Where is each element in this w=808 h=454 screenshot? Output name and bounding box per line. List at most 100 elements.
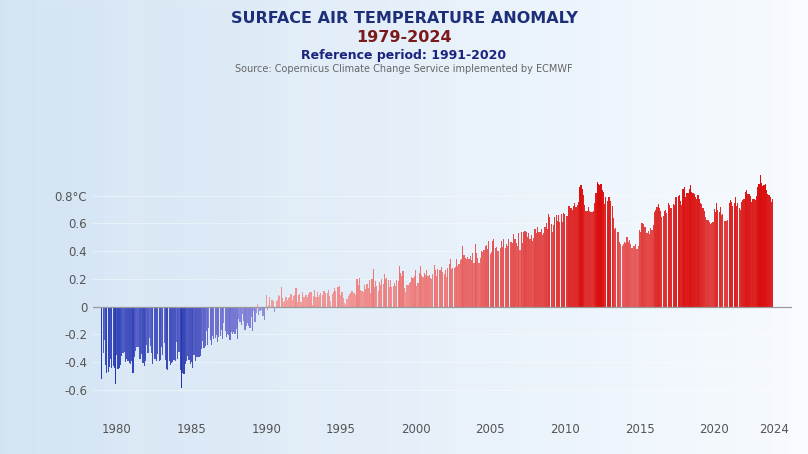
Bar [287, 300, 288, 307]
Bar [637, 249, 638, 307]
Bar [257, 304, 258, 307]
Bar [298, 296, 299, 307]
Bar [103, 307, 105, 340]
Bar [607, 201, 608, 307]
Bar [161, 307, 162, 347]
Bar [464, 255, 465, 307]
Bar [759, 184, 760, 307]
Bar [414, 276, 415, 307]
Bar [753, 199, 755, 307]
Bar [486, 245, 487, 307]
Bar [564, 214, 566, 307]
Bar [441, 267, 442, 307]
Bar [314, 290, 315, 307]
Bar [313, 296, 314, 307]
Bar [395, 286, 396, 307]
Bar [665, 210, 667, 307]
Bar [188, 307, 190, 360]
Bar [268, 305, 269, 307]
Bar [502, 247, 503, 307]
Bar [700, 203, 701, 307]
Bar [549, 217, 550, 307]
Bar [130, 307, 131, 364]
Bar [458, 264, 460, 307]
Bar [419, 273, 420, 307]
Bar [389, 287, 390, 307]
Bar [213, 307, 214, 339]
Bar [556, 215, 557, 307]
Bar [577, 205, 578, 307]
Bar [215, 307, 216, 338]
Bar [540, 232, 541, 307]
Bar [667, 203, 669, 307]
Bar [124, 307, 125, 352]
Bar [623, 244, 624, 307]
Bar [416, 286, 417, 307]
Bar [605, 197, 607, 307]
Bar [591, 212, 593, 307]
Bar [384, 274, 385, 307]
Bar [752, 199, 753, 307]
Bar [612, 217, 614, 307]
Bar [678, 196, 679, 307]
Bar [757, 187, 759, 307]
Bar [659, 208, 660, 307]
Bar [656, 207, 658, 307]
Bar [320, 293, 322, 307]
Bar [266, 295, 267, 307]
Bar [125, 307, 126, 362]
Bar [575, 207, 577, 307]
Bar [396, 280, 398, 307]
Bar [312, 305, 313, 307]
Bar [572, 210, 573, 307]
Bar [751, 202, 752, 307]
Bar [558, 215, 559, 307]
Bar [729, 202, 730, 307]
Bar [718, 212, 720, 307]
Bar [192, 307, 193, 368]
Bar [538, 232, 539, 307]
Bar [206, 307, 207, 331]
Bar [174, 307, 175, 360]
Bar [513, 234, 515, 307]
Bar [456, 259, 457, 307]
Bar [542, 235, 543, 307]
Bar [107, 307, 108, 372]
Bar [635, 244, 637, 307]
Bar [221, 307, 222, 330]
Bar [619, 242, 621, 307]
Bar [377, 291, 379, 307]
Bar [457, 266, 458, 307]
Bar [343, 298, 344, 307]
Bar [242, 307, 243, 314]
Bar [324, 291, 326, 307]
Bar [648, 231, 649, 307]
Bar [366, 284, 368, 307]
Bar [379, 281, 380, 307]
Bar [169, 307, 170, 361]
Bar [769, 197, 771, 307]
Bar [369, 280, 370, 307]
Bar [123, 307, 124, 353]
Bar [261, 307, 262, 310]
Bar [385, 279, 386, 307]
Bar [301, 292, 303, 307]
Bar [629, 240, 630, 307]
Bar [361, 291, 363, 307]
Bar [466, 259, 467, 307]
Bar [547, 229, 548, 307]
Bar [289, 297, 290, 307]
Bar [453, 268, 455, 307]
Bar [467, 257, 469, 307]
Bar [358, 285, 359, 307]
Bar [234, 307, 236, 334]
Bar [258, 307, 259, 315]
Bar [532, 241, 533, 307]
Bar [435, 270, 436, 307]
Bar [649, 234, 650, 307]
Bar [115, 307, 116, 384]
Bar [469, 256, 471, 307]
Bar [370, 293, 371, 307]
Bar [162, 307, 163, 355]
Bar [252, 307, 253, 331]
